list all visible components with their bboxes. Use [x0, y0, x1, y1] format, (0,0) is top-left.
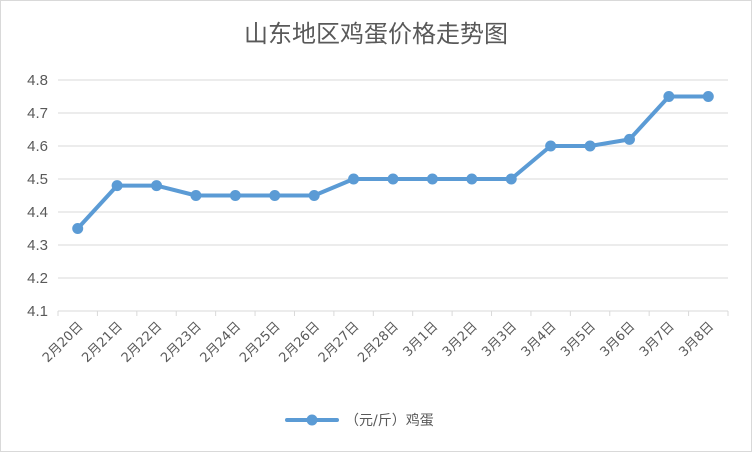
y-tick-label: 4.2 — [27, 270, 48, 287]
series-eggs — [72, 91, 714, 234]
y-tick-label: 4.4 — [27, 204, 48, 221]
x-tick-label: 2月22日 — [119, 319, 166, 366]
x-tick-label: 2月21日 — [79, 319, 126, 366]
x-tick-label: 3月8日 — [676, 319, 717, 360]
series-line — [75, 94, 711, 231]
y-tick-label: 4.3 — [27, 237, 48, 254]
y-tick-label: 4.8 — [27, 72, 48, 89]
legend: （元/斤）鸡蛋 — [285, 412, 434, 429]
data-point — [229, 190, 241, 201]
x-tick-label: 3月1日 — [401, 319, 442, 360]
x-tick-label: 3月3日 — [479, 319, 520, 360]
y-axis-tick-labels: 4.1 4.2 4.3 4.4 4.5 4.6 4.7 4.8 — [27, 72, 48, 320]
x-tick-label: 2月25日 — [237, 319, 284, 366]
x-tick-label: 3月7日 — [637, 319, 678, 360]
x-tick-label: 3月4日 — [519, 319, 560, 360]
data-point — [426, 173, 438, 185]
data-point — [269, 190, 281, 201]
data-point — [308, 190, 320, 201]
data-point — [545, 140, 557, 152]
data-point — [466, 173, 478, 185]
y-tick-label: 4.1 — [27, 303, 48, 320]
data-point — [387, 173, 399, 185]
x-tick-label: 2月26日 — [276, 319, 323, 366]
x-tick-label: 2月27日 — [316, 319, 363, 366]
data-point — [663, 91, 675, 102]
x-tick-label: 3月2日 — [440, 319, 481, 360]
data-point — [190, 190, 202, 201]
x-tick-label: 2月24日 — [198, 319, 245, 366]
data-point — [702, 91, 714, 102]
data-point — [505, 173, 517, 185]
x-tick-label: 2月20日 — [40, 319, 87, 366]
x-tick-label: 2月23日 — [158, 319, 205, 366]
x-tick-label: 3月6日 — [598, 319, 639, 360]
y-tick-label: 4.6 — [27, 138, 48, 155]
data-point — [72, 223, 84, 234]
x-tick-label: 2月28日 — [355, 319, 402, 366]
data-point — [151, 180, 163, 192]
legend-label: （元/斤）鸡蛋 — [345, 412, 434, 429]
y-tick-label: 4.7 — [27, 105, 48, 122]
data-point — [584, 140, 596, 152]
data-point — [111, 180, 123, 192]
legend-swatch-marker — [306, 414, 318, 426]
y-tick-label: 4.5 — [27, 171, 48, 188]
chart-title: 山东地区鸡蛋价格走势图 — [244, 20, 508, 48]
gridlines — [57, 79, 729, 316]
data-point — [348, 173, 360, 185]
x-axis-tick-labels: 2月20日2月21日2月22日2月23日2月24日2月25日2月26日2月27日… — [40, 319, 717, 366]
data-point — [623, 133, 635, 145]
x-tick-label: 3月5日 — [558, 319, 599, 360]
